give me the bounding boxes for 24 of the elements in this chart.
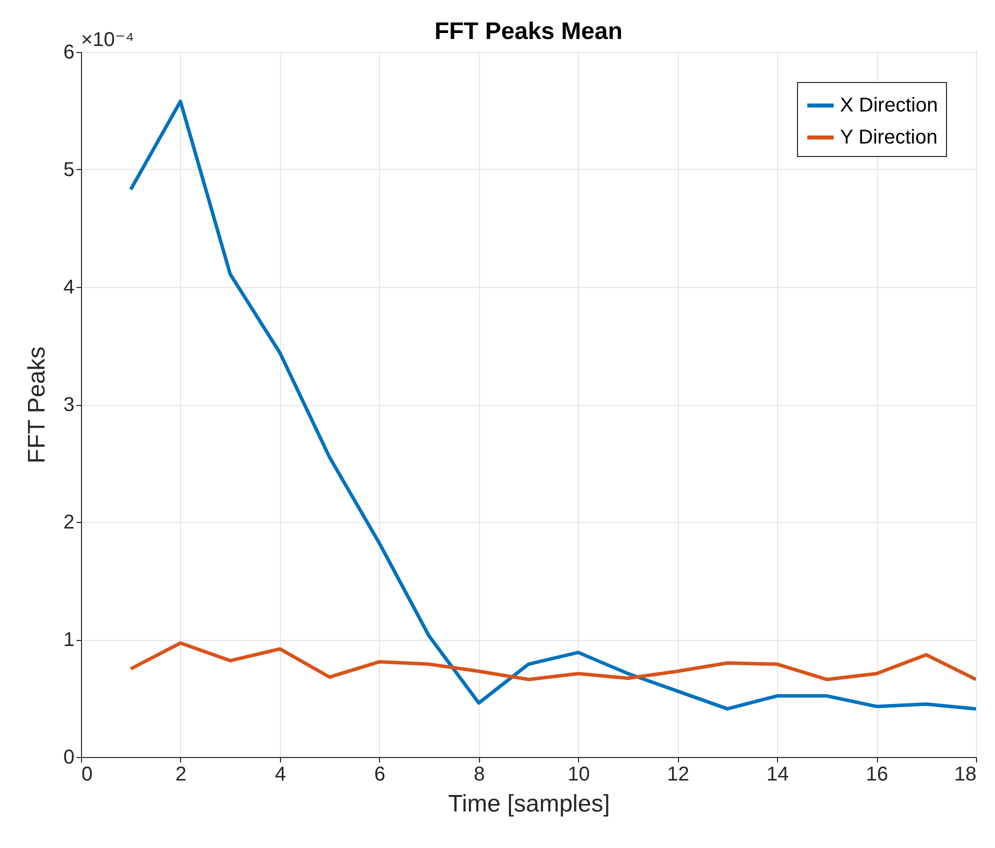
x-tick-label: 18 (954, 764, 976, 786)
x-tick-label: 14 (766, 764, 789, 786)
legend-label: Y Direction (840, 126, 938, 148)
x-tick-label: 10 (568, 764, 590, 786)
x-tick-label: 4 (274, 764, 286, 786)
text: ×10⁻⁴ (81, 29, 134, 51)
y-tick-label: 2 (63, 512, 74, 534)
x-tick-label: 12 (667, 764, 690, 786)
x-tick-label: 0 (82, 764, 93, 786)
legend-label: X Direction (840, 94, 938, 116)
y-tick-label: 4 (63, 276, 74, 298)
x-tick-label: 16 (866, 764, 888, 786)
y-tick-label: 0 (63, 746, 74, 768)
x-axis-title: Time [samples] (448, 790, 610, 818)
y-tick-label: 1 (63, 629, 74, 651)
y-axis-title: FFT Peaks (23, 346, 50, 464)
x-tick-label: 6 (374, 764, 386, 786)
chart-title: FFT Peaks Mean (434, 18, 623, 45)
x-tick-label: 8 (474, 764, 485, 786)
x-tick-label: 2 (175, 764, 187, 786)
y-tick-label: 6 (63, 42, 74, 64)
line-series (128, 641, 976, 682)
y-tick-label: 3 (63, 394, 74, 416)
y-tick-label: 5 (63, 159, 74, 181)
